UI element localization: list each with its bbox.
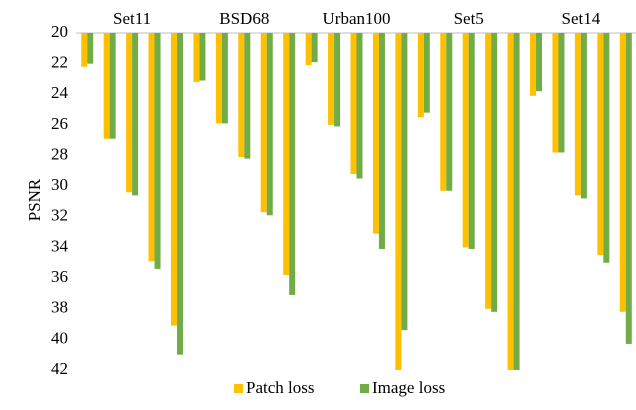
bar <box>417 33 424 118</box>
bar <box>440 33 447 191</box>
y-tick-label: 30 <box>51 175 68 194</box>
bar <box>423 33 430 113</box>
bar <box>401 33 408 331</box>
bar <box>305 33 312 66</box>
bar <box>109 33 116 139</box>
bar <box>552 33 559 153</box>
y-tick-label: 32 <box>51 206 68 225</box>
y-tick-label: 28 <box>51 144 68 163</box>
bar <box>311 33 318 63</box>
bar <box>283 33 290 276</box>
bar <box>132 33 139 196</box>
y-tick-label: 20 <box>51 22 68 41</box>
bar <box>356 33 363 179</box>
y-tick-label: 26 <box>51 114 68 133</box>
bar <box>87 33 94 64</box>
bar <box>103 33 110 139</box>
bar <box>126 33 133 193</box>
bar <box>266 33 273 216</box>
y-tick-label: 42 <box>51 359 68 378</box>
y-axis-label: PSNR <box>25 178 44 221</box>
bar <box>491 33 498 312</box>
bar <box>558 33 565 153</box>
bar <box>513 33 520 370</box>
y-tick-label: 24 <box>51 83 69 102</box>
bar <box>221 33 228 124</box>
legend-swatch <box>234 384 243 393</box>
bar <box>603 33 610 263</box>
group-label: Set14 <box>562 9 601 28</box>
y-tick-label: 22 <box>51 53 68 72</box>
bar <box>199 33 206 81</box>
y-tick-label: 40 <box>51 328 68 347</box>
y-tick-label: 36 <box>51 267 68 286</box>
bar <box>378 33 385 249</box>
group-label: Set11 <box>113 9 151 28</box>
bar <box>154 33 161 269</box>
bar <box>334 33 341 127</box>
bar <box>372 33 379 234</box>
bar <box>350 33 357 174</box>
bar <box>395 33 402 370</box>
bar <box>215 33 222 124</box>
y-tick-label: 34 <box>51 236 69 255</box>
group-label: Set5 <box>454 9 484 28</box>
bar <box>238 33 245 158</box>
bar <box>193 33 200 83</box>
bar <box>260 33 267 213</box>
y-tick-label: 38 <box>51 298 68 317</box>
bar <box>625 33 632 344</box>
legend-swatch <box>360 384 369 393</box>
bar <box>81 33 88 67</box>
bar <box>328 33 335 125</box>
legend-label: Image loss <box>372 378 445 397</box>
bar <box>462 33 469 248</box>
legend-label: Patch loss <box>246 378 314 397</box>
group-label: Urban100 <box>323 9 391 28</box>
bar <box>170 33 177 326</box>
bar <box>289 33 296 295</box>
bar <box>507 33 514 370</box>
bar <box>468 33 475 249</box>
group-label: BSD68 <box>219 9 269 28</box>
bar <box>148 33 155 262</box>
bar <box>574 33 581 196</box>
bar <box>244 33 251 159</box>
bar <box>580 33 587 199</box>
bar <box>536 33 543 92</box>
bar <box>597 33 604 256</box>
bar <box>530 33 537 96</box>
bar <box>619 33 626 312</box>
bar <box>446 33 453 191</box>
bar <box>485 33 492 309</box>
bar <box>176 33 183 355</box>
